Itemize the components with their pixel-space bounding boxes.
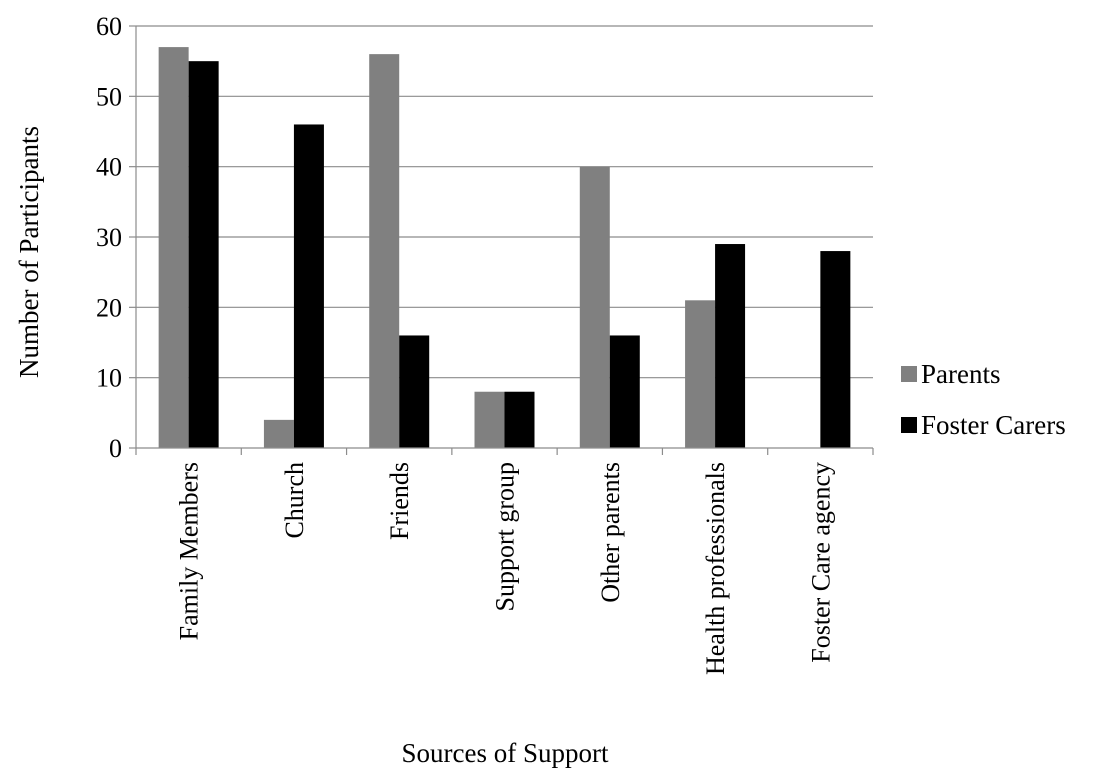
legend-swatch	[901, 417, 917, 433]
y-tick-label: 40	[96, 153, 122, 182]
legend-label: Foster Carers	[921, 410, 1066, 440]
bar-foster-carers	[504, 391, 535, 448]
x-tick-label: Friends	[385, 462, 414, 540]
bars	[158, 47, 851, 449]
gridlines	[136, 25, 873, 379]
y-tick-label: 0	[109, 434, 122, 463]
axes	[129, 25, 874, 455]
y-tick-label: 60	[96, 12, 122, 41]
bar-foster-carers	[293, 124, 324, 448]
y-tick-label: 20	[96, 293, 122, 322]
bar-foster-carers	[820, 251, 851, 448]
legend-swatch	[901, 366, 917, 382]
bar-parents	[158, 47, 189, 448]
x-tick-label: Health professionals	[701, 462, 730, 675]
x-tick-label: Other parents	[596, 462, 625, 603]
x-tick-label: Church	[280, 462, 309, 539]
y-axis-label: Number of Participants	[14, 126, 44, 378]
bar-foster-carers	[609, 335, 640, 448]
bar-parents	[263, 419, 294, 448]
x-axis-label: Sources of Support	[402, 738, 609, 768]
x-tick-label: Family Members	[175, 462, 204, 640]
y-tick-label: 50	[96, 82, 122, 111]
bar-parents	[579, 166, 610, 448]
x-tick-labels: Family Members Church Friends Support group…	[175, 462, 836, 675]
x-tick-label: Foster Care agency	[806, 462, 835, 663]
bar-foster-carers	[188, 61, 219, 449]
bar-parents	[474, 391, 505, 448]
y-tick-label: 30	[96, 223, 122, 252]
y-tick-label: 10	[96, 364, 122, 393]
legend-label: Parents	[921, 359, 1000, 389]
bar-parents	[369, 54, 400, 449]
x-tick-label: Support group	[491, 462, 520, 612]
bar-foster-carers	[399, 335, 430, 448]
y-tick-labels: 0 10 20 30 40 50 60	[96, 12, 122, 463]
bar-foster-carers	[715, 244, 746, 448]
legend: Parents Foster Carers	[901, 359, 1066, 440]
bar-parents	[685, 300, 716, 448]
